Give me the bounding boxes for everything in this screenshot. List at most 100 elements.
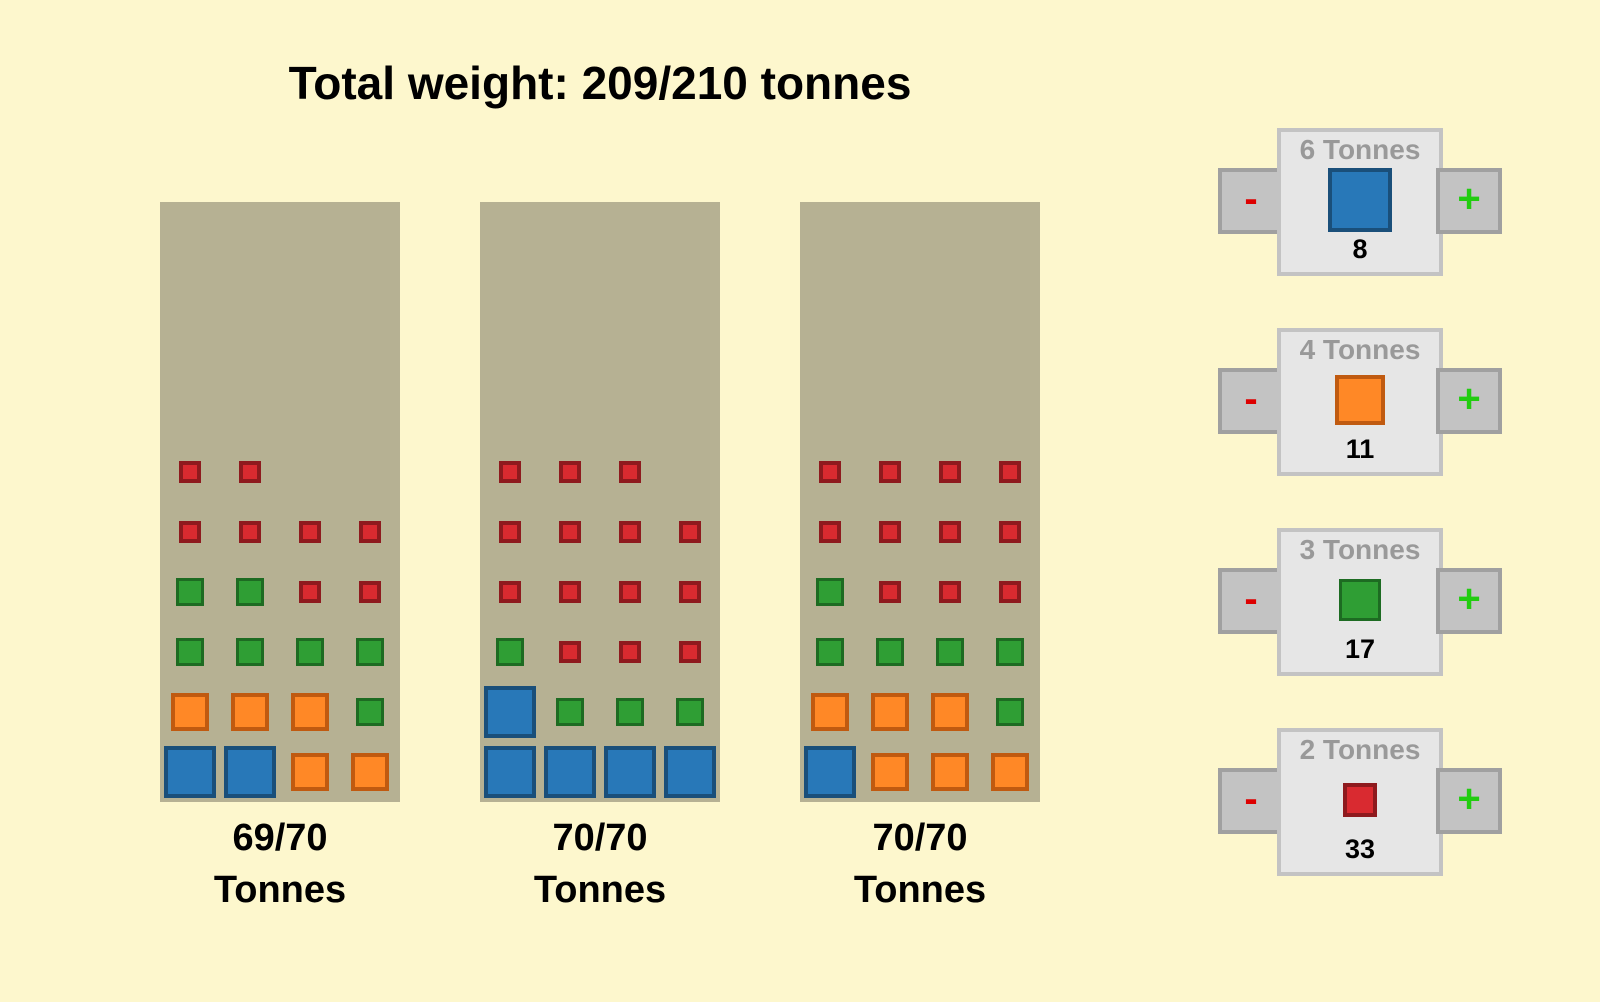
block-3-tonne-green[interactable] bbox=[996, 698, 1024, 726]
block-3-tonne-green[interactable] bbox=[356, 698, 384, 726]
block-2-tonne-red[interactable] bbox=[559, 521, 581, 543]
decrease-6-tonne-button[interactable]: - bbox=[1218, 168, 1284, 234]
truck-1[interactable] bbox=[160, 202, 400, 802]
block-3-tonne-green[interactable] bbox=[556, 698, 584, 726]
block-2-tonne-red[interactable] bbox=[679, 581, 701, 603]
control-2-tonnes: -2 Tonnes 33 + bbox=[1218, 728, 1502, 876]
block-2-tonne-red[interactable] bbox=[619, 461, 641, 483]
block-2-tonne-red[interactable] bbox=[999, 461, 1021, 483]
block-4-tonne-orange[interactable] bbox=[291, 753, 329, 791]
block-3-tonne-green[interactable] bbox=[876, 638, 904, 666]
block-2-tonne-red[interactable] bbox=[679, 521, 701, 543]
block-2-tonne-red[interactable] bbox=[559, 641, 581, 663]
decrease-2-tonne-button[interactable]: - bbox=[1218, 768, 1284, 834]
truck-load-value: 70/70 bbox=[552, 817, 648, 859]
block-6-tonne-blue[interactable] bbox=[544, 746, 596, 798]
block-2-tonne-red[interactable] bbox=[239, 461, 261, 483]
block-6-tonne-blue[interactable] bbox=[664, 746, 716, 798]
block-count: 17 bbox=[1344, 634, 1376, 664]
block-4-tonne-orange[interactable] bbox=[811, 693, 849, 731]
truck-load-value: 70/70 bbox=[872, 817, 968, 859]
truck-3[interactable] bbox=[800, 202, 1040, 802]
block-2-tonne-red[interactable] bbox=[499, 461, 521, 483]
block-2-tonne-red[interactable] bbox=[879, 461, 901, 483]
decrease-4-tonne-button[interactable]: - bbox=[1218, 368, 1284, 434]
orange-block-swatch-icon bbox=[1335, 375, 1385, 425]
red-block-swatch-icon bbox=[1343, 783, 1377, 817]
block-2-tonne-red[interactable] bbox=[939, 461, 961, 483]
block-3-tonne-green[interactable] bbox=[236, 578, 264, 606]
block-3-tonne-green[interactable] bbox=[296, 638, 324, 666]
block-2-tonne-red[interactable] bbox=[359, 581, 381, 603]
block-4-tonne-orange[interactable] bbox=[931, 753, 969, 791]
block-count: 8 bbox=[1352, 234, 1368, 264]
block-3-tonne-green[interactable] bbox=[996, 638, 1024, 666]
block-2-tonne-red[interactable] bbox=[559, 461, 581, 483]
block-2-tonne-red[interactable] bbox=[879, 521, 901, 543]
block-4-tonne-orange[interactable] bbox=[351, 753, 389, 791]
block-3-tonne-green[interactable] bbox=[816, 578, 844, 606]
block-2-tonne-red[interactable] bbox=[499, 521, 521, 543]
block-2-tonne-red[interactable] bbox=[179, 461, 201, 483]
block-3-tonne-green[interactable] bbox=[496, 638, 524, 666]
block-2-tonne-red[interactable] bbox=[619, 521, 641, 543]
block-2-tonne-red[interactable] bbox=[939, 581, 961, 603]
block-3-tonne-green[interactable] bbox=[676, 698, 704, 726]
block-4-tonne-orange[interactable] bbox=[931, 693, 969, 731]
block-card-2-tonnes: 2 Tonnes 33 bbox=[1277, 728, 1443, 876]
blue-block-swatch-icon bbox=[1328, 168, 1392, 232]
block-6-tonne-blue[interactable] bbox=[484, 746, 536, 798]
block-6-tonne-blue[interactable] bbox=[484, 686, 536, 738]
block-2-tonne-red[interactable] bbox=[499, 581, 521, 603]
block-4-tonne-orange[interactable] bbox=[171, 693, 209, 731]
block-2-tonne-red[interactable] bbox=[619, 581, 641, 603]
increase-6-tonne-button[interactable]: + bbox=[1436, 168, 1502, 234]
block-weight-title: 2 Tonnes bbox=[1299, 734, 1421, 765]
block-4-tonne-orange[interactable] bbox=[871, 693, 909, 731]
block-3-tonne-green[interactable] bbox=[236, 638, 264, 666]
block-6-tonne-blue[interactable] bbox=[804, 746, 856, 798]
block-2-tonne-red[interactable] bbox=[819, 521, 841, 543]
block-2-tonne-red[interactable] bbox=[819, 461, 841, 483]
truck-load-unit: Tonnes bbox=[853, 869, 987, 911]
block-3-tonne-green[interactable] bbox=[356, 638, 384, 666]
block-card-3-tonnes: 3 Tonnes 17 bbox=[1277, 528, 1443, 676]
block-2-tonne-red[interactable] bbox=[939, 521, 961, 543]
truck-2-load-label: 70/70 Tonnes bbox=[480, 812, 720, 916]
block-2-tonne-red[interactable] bbox=[879, 581, 901, 603]
block-6-tonne-blue[interactable] bbox=[604, 746, 656, 798]
block-2-tonne-red[interactable] bbox=[999, 521, 1021, 543]
truck-3-load-label: 70/70 Tonnes bbox=[800, 812, 1040, 916]
block-6-tonne-blue[interactable] bbox=[224, 746, 276, 798]
block-weight-title: 3 Tonnes bbox=[1299, 534, 1421, 565]
block-2-tonne-red[interactable] bbox=[679, 641, 701, 663]
block-weight-title: 6 Tonnes bbox=[1299, 134, 1421, 165]
block-2-tonne-red[interactable] bbox=[999, 581, 1021, 603]
block-2-tonne-red[interactable] bbox=[619, 641, 641, 663]
truck-load-value: 69/70 bbox=[232, 817, 328, 859]
block-6-tonne-blue[interactable] bbox=[164, 746, 216, 798]
block-3-tonne-green[interactable] bbox=[176, 638, 204, 666]
block-2-tonne-red[interactable] bbox=[239, 521, 261, 543]
block-3-tonne-green[interactable] bbox=[936, 638, 964, 666]
decrease-3-tonne-button[interactable]: - bbox=[1218, 568, 1284, 634]
block-2-tonne-red[interactable] bbox=[299, 581, 321, 603]
control-4-tonnes: -4 Tonnes 11 + bbox=[1218, 328, 1502, 476]
block-4-tonne-orange[interactable] bbox=[291, 693, 329, 731]
block-4-tonne-orange[interactable] bbox=[231, 693, 269, 731]
block-4-tonne-orange[interactable] bbox=[871, 753, 909, 791]
increase-3-tonne-button[interactable]: + bbox=[1436, 568, 1502, 634]
green-block-swatch-icon bbox=[1339, 579, 1381, 621]
increase-2-tonne-button[interactable]: + bbox=[1436, 768, 1502, 834]
block-4-tonne-orange[interactable] bbox=[991, 753, 1029, 791]
truck-2[interactable] bbox=[480, 202, 720, 802]
truck-load-unit: Tonnes bbox=[213, 869, 347, 911]
block-2-tonne-red[interactable] bbox=[299, 521, 321, 543]
increase-4-tonne-button[interactable]: + bbox=[1436, 368, 1502, 434]
block-3-tonne-green[interactable] bbox=[176, 578, 204, 606]
block-2-tonne-red[interactable] bbox=[179, 521, 201, 543]
block-2-tonne-red[interactable] bbox=[559, 581, 581, 603]
block-3-tonne-green[interactable] bbox=[816, 638, 844, 666]
block-2-tonne-red[interactable] bbox=[359, 521, 381, 543]
block-3-tonne-green[interactable] bbox=[616, 698, 644, 726]
